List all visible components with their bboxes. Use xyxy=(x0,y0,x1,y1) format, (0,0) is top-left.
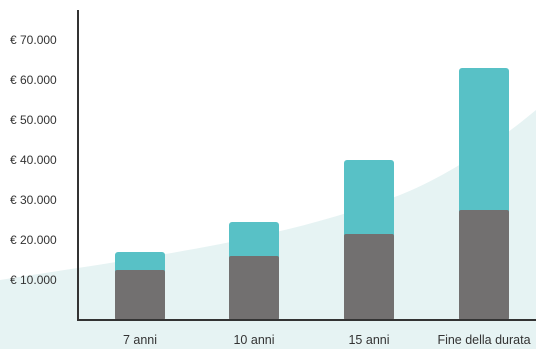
bars-group xyxy=(115,68,509,320)
y-tick-label-4: € 50.000 xyxy=(10,113,57,127)
bar-segment-base-3 xyxy=(459,210,509,320)
y-tick-label-3: € 40.000 xyxy=(10,153,57,167)
y-tick-label-2: € 30.000 xyxy=(10,193,57,207)
bar-segment-base-1 xyxy=(229,256,279,320)
y-tick-label-1: € 20.000 xyxy=(10,233,57,247)
y-tick-label-0: € 10.000 xyxy=(10,273,57,287)
x-tick-label-1: 10 anni xyxy=(233,333,274,347)
y-tick-labels: € 10.000 € 20.000 € 30.000 € 40.000 € 50.000… xyxy=(10,33,57,287)
y-tick-label-5: € 60.000 xyxy=(10,73,57,87)
x-tick-label-3: Fine della durata xyxy=(437,333,530,347)
bar-segment-base-0 xyxy=(115,270,165,320)
y-tick-label-6: € 70.000 xyxy=(10,33,57,47)
x-category-labels: 7 anni 10 anni 15 anni Fine della durata xyxy=(123,333,531,347)
x-tick-label-0: 7 anni xyxy=(123,333,157,347)
x-tick-label-2: 15 anni xyxy=(348,333,389,347)
bar-segment-base-2 xyxy=(344,234,394,320)
